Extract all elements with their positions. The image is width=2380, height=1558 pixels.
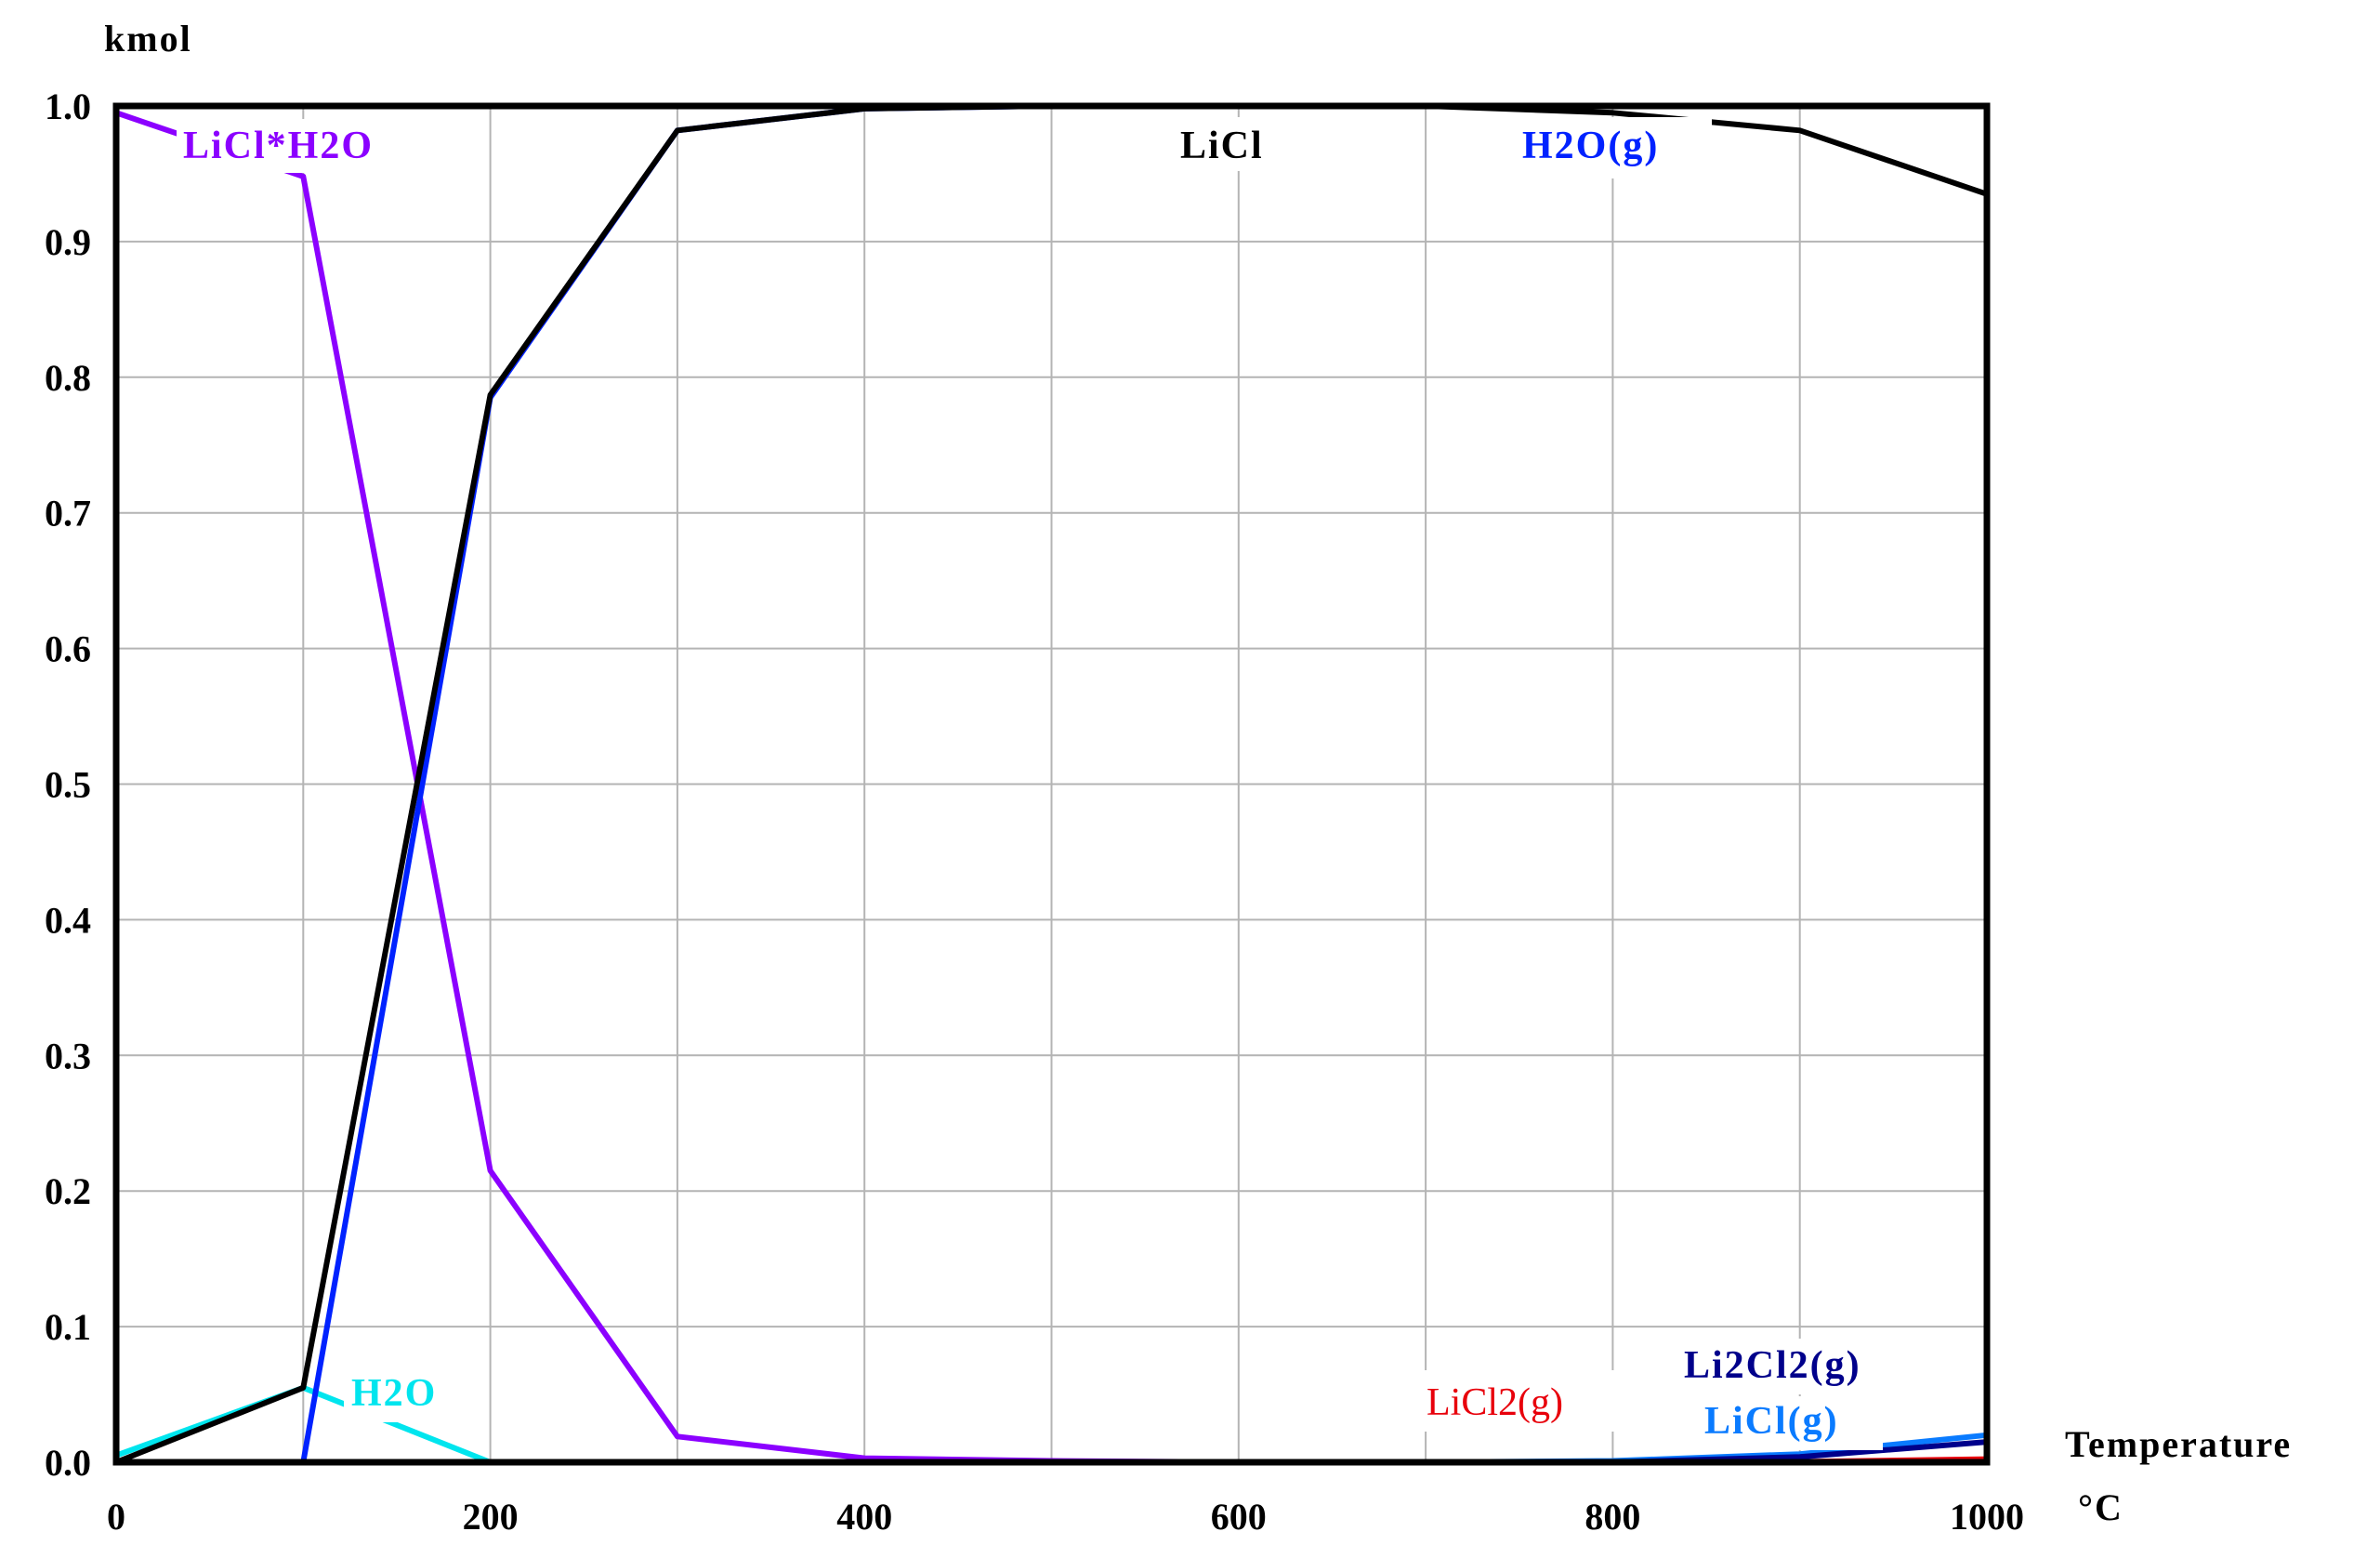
- series-labels: LiCl*H2O LiCl H2O(g) H2O LiCl2(g) Li2Cl2…: [177, 117, 1918, 1450]
- label-halo: [1422, 1370, 1619, 1432]
- x-axis-unit: °C: [2078, 1486, 2124, 1528]
- y-tick-label: 0.6: [45, 628, 91, 670]
- x-tick-label: 800: [1584, 1496, 1640, 1538]
- y-tick-label: 0.9: [45, 221, 91, 263]
- x-tick-label: 1000: [1950, 1496, 2024, 1538]
- x-tick-label: 400: [836, 1496, 892, 1538]
- y-axis-title: kmol: [104, 18, 192, 59]
- label-halo: [1515, 117, 1712, 178]
- y-tick-label: 0.0: [45, 1442, 91, 1484]
- x-tick-label: 0: [107, 1496, 125, 1538]
- x-tick-label: 600: [1211, 1496, 1267, 1538]
- x-tick-label: 200: [463, 1496, 519, 1538]
- y-tick-label: 0.5: [45, 764, 91, 806]
- x-axis-title: Temperature: [2065, 1423, 2292, 1465]
- gridlines: [116, 106, 1987, 1462]
- plot-frame: [112, 102, 1991, 1466]
- label-halo: [344, 1367, 472, 1422]
- series-label-licl-g: LiCl(g): [1704, 1400, 1839, 1443]
- y-tick-label: 0.1: [45, 1306, 91, 1348]
- label-halo: [1173, 117, 1294, 171]
- label-halo: [1697, 1396, 1883, 1450]
- tick-labels: 0.0 0.1 0.2 0.3 0.4 0.5 0.6 0.7 0.8 0.9 1.0 0 200 400…: [45, 86, 2024, 1538]
- series-label-li2cl2-g: Li2Cl2(g): [1684, 1344, 1861, 1387]
- label-halo: [177, 119, 455, 173]
- y-tick-label: 0.3: [45, 1035, 91, 1076]
- label-halo: [1678, 1339, 1918, 1394]
- series-label-licl2-g: LiCl2(g): [1427, 1381, 1563, 1424]
- series-label-licl: LiCl: [1180, 125, 1264, 167]
- series-label-h2o-g: H2O(g): [1522, 125, 1659, 167]
- y-tick-label: 0.2: [45, 1170, 91, 1212]
- y-tick-label: 0.7: [45, 493, 91, 535]
- series-label-h2o: H2O: [351, 1372, 437, 1415]
- series-label-licl-h2o: LiCl*H2O: [183, 125, 374, 167]
- y-tick-label: 0.4: [45, 899, 91, 941]
- y-tick-label: 1.0: [45, 86, 91, 127]
- y-tick-label: 0.8: [45, 357, 91, 399]
